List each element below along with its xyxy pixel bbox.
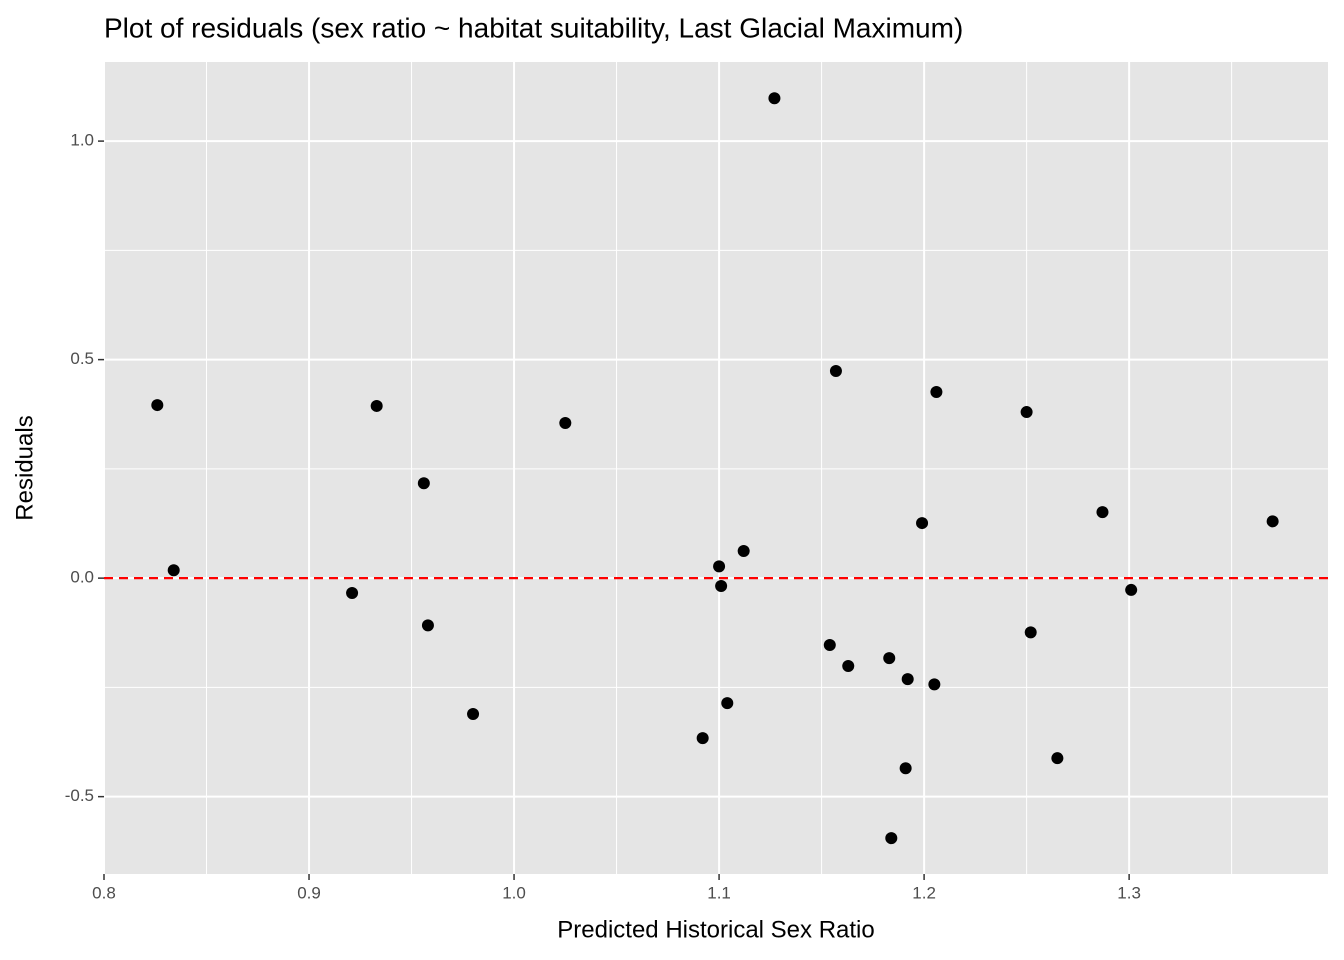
x-tick-label: 1.1 bbox=[707, 883, 731, 902]
point bbox=[559, 416, 572, 429]
point bbox=[151, 399, 164, 412]
y-axis-label: Residuals bbox=[11, 415, 38, 520]
point bbox=[421, 619, 434, 632]
point bbox=[1051, 752, 1064, 765]
x-tick-label: 1.2 bbox=[912, 883, 936, 902]
point bbox=[715, 579, 728, 592]
x-tick-label: 0.8 bbox=[92, 883, 116, 902]
point bbox=[823, 638, 836, 651]
point bbox=[768, 92, 781, 105]
y-tick-label: 0.5 bbox=[70, 349, 94, 368]
point bbox=[737, 545, 750, 558]
y-tick-label: -0.5 bbox=[65, 786, 94, 805]
point bbox=[417, 477, 430, 490]
point bbox=[1125, 583, 1138, 596]
point bbox=[1020, 406, 1033, 419]
point bbox=[883, 652, 896, 665]
point bbox=[916, 517, 929, 530]
point bbox=[928, 678, 941, 691]
point bbox=[721, 697, 734, 710]
y-tick-label: 1.0 bbox=[70, 131, 94, 150]
point bbox=[167, 564, 180, 577]
x-tick-label: 1.3 bbox=[1117, 883, 1141, 902]
y-tick-label: 0.0 bbox=[70, 568, 94, 587]
point bbox=[713, 560, 726, 573]
point bbox=[467, 708, 480, 721]
x-tick-label: 1.0 bbox=[502, 883, 526, 902]
chart-title: Plot of residuals (sex ratio ~ habitat s… bbox=[104, 12, 963, 43]
point bbox=[346, 586, 359, 599]
point bbox=[842, 659, 855, 672]
x-tick-label: 0.9 bbox=[297, 883, 321, 902]
plot-panel bbox=[104, 62, 1328, 874]
point bbox=[696, 732, 709, 745]
point bbox=[1024, 626, 1037, 639]
point bbox=[370, 399, 383, 412]
point bbox=[901, 673, 914, 686]
point bbox=[1266, 515, 1279, 528]
point bbox=[829, 364, 842, 377]
point bbox=[1096, 506, 1109, 519]
point bbox=[899, 762, 912, 775]
point bbox=[885, 832, 898, 845]
x-axis-label: Predicted Historical Sex Ratio bbox=[557, 916, 874, 943]
point bbox=[930, 385, 943, 398]
